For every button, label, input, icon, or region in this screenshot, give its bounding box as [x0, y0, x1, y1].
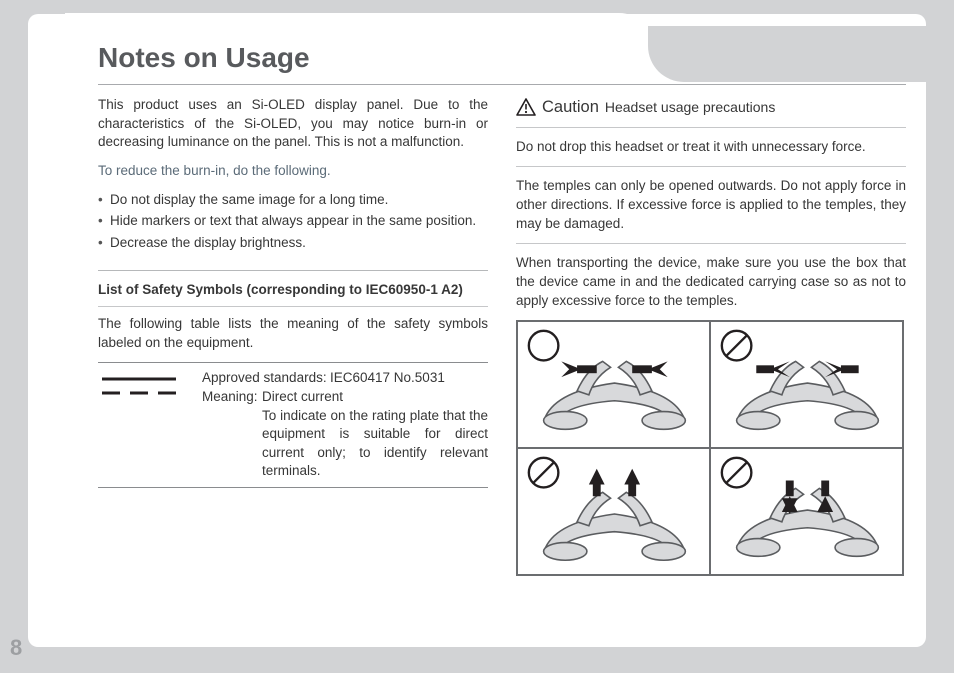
caution-p3: When transporting the device, make sure …: [516, 254, 906, 310]
safety-intro: The following table lists the meaning of…: [98, 315, 488, 352]
prohibit-circle-icon: [722, 331, 752, 361]
bullet-item: Do not display the same image for a long…: [98, 191, 488, 210]
hint-line: To reduce the burn-in, do the following.: [98, 162, 488, 181]
arrow-out-icon: [561, 362, 667, 378]
left-column: This product uses an Si-OLED display pan…: [98, 96, 488, 576]
bullet-list: Do not display the same image for a long…: [98, 191, 488, 253]
content-columns: This product uses an Si-OLED display pan…: [98, 96, 906, 576]
mean-key: Meaning:: [202, 388, 262, 407]
headset-icon: [544, 492, 686, 560]
caution-word: Caution: [542, 96, 599, 119]
arrow-up-icon: [589, 469, 640, 497]
diagram-cell-prohibit-up: [517, 448, 710, 575]
caution-rule: [516, 127, 906, 128]
tab-corner-mask: [648, 26, 954, 82]
safety-rule: [98, 306, 488, 307]
headset-icon: [544, 362, 686, 430]
diagram-cell-allow-outward: [517, 321, 710, 448]
right-column: Caution Headset usage precautions Do not…: [516, 96, 906, 576]
caution-subtitle: Headset usage precautions: [605, 98, 775, 117]
headset-icon: [737, 489, 879, 557]
symbol-definition: Approved standards: IEC60417 No.5031 Mea…: [202, 369, 488, 481]
warning-triangle-icon: [516, 98, 536, 116]
prohibit-circle-icon: [529, 458, 559, 488]
caution-heading: Caution Headset usage precautions: [516, 96, 906, 119]
usage-diagram-grid: [516, 320, 904, 576]
page-title: Notes on Usage: [98, 42, 310, 74]
diagram-cell-prohibit-down: [710, 448, 903, 575]
section-divider: [98, 270, 488, 271]
allow-circle-icon: [529, 331, 559, 361]
mean-value-1: Direct current: [262, 388, 343, 407]
arrow-down-icon: [782, 481, 833, 514]
prohibit-circle-icon: [722, 458, 752, 488]
std-value: IEC60417 No.5031: [330, 369, 445, 388]
caution-divider: [516, 166, 906, 167]
dc-symbol-icon: [98, 369, 190, 481]
page-number: 8: [10, 635, 22, 661]
bullet-item: Hide markers or text that always appear …: [98, 212, 488, 231]
intro-paragraph: This product uses an Si-OLED display pan…: [98, 96, 488, 152]
std-key: Approved standards:: [202, 369, 330, 388]
diagram-cell-prohibit-inward: [710, 321, 903, 448]
symbol-table: Approved standards: IEC60417 No.5031 Mea…: [98, 362, 488, 488]
caution-divider: [516, 243, 906, 244]
caution-p2: The temples can only be opened outwards.…: [516, 177, 906, 233]
arrow-in-icon: [756, 362, 858, 378]
title-rule: [98, 84, 906, 85]
safety-heading: List of Safety Symbols (corresponding to…: [98, 281, 488, 300]
mean-value-2: To indicate on the rating plate that the…: [202, 407, 488, 482]
caution-p1: Do not drop this headset or treat it wit…: [516, 138, 906, 157]
bullet-item: Decrease the display brightness.: [98, 234, 488, 253]
page: Notes on Usage This product uses an Si-O…: [28, 14, 926, 647]
